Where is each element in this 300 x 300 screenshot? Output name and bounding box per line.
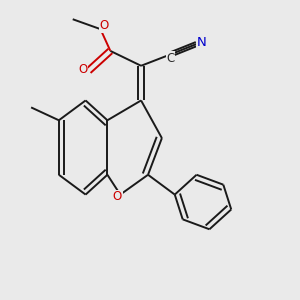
Text: N: N xyxy=(197,36,207,49)
Text: O: O xyxy=(113,190,122,203)
Text: O: O xyxy=(78,63,87,76)
Text: O: O xyxy=(99,19,109,32)
Text: C: C xyxy=(166,52,174,65)
